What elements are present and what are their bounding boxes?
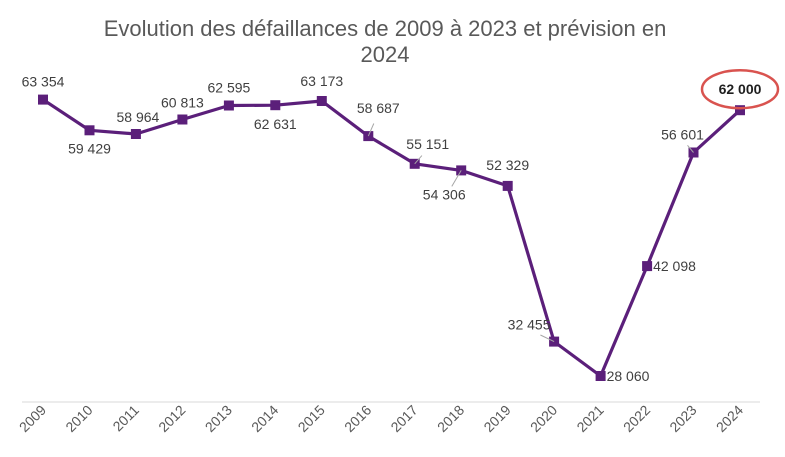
data-label-2020: 32 455 [508,317,551,333]
data-label-2011: 58 964 [116,109,159,125]
x-tick-2021: 2021 [573,402,606,435]
x-tick-2017: 2017 [387,402,420,435]
x-tick-2009: 2009 [16,402,49,435]
x-tick-2020: 2020 [527,402,560,435]
x-tick-2014: 2014 [248,402,281,435]
data-label-2009: 63 354 [22,74,65,90]
data-label-2018: 54 306 [423,186,466,202]
x-tick-2018: 2018 [434,402,467,435]
data-point-2011 [130,129,141,139]
data-point-2022 [642,261,653,272]
data-point-2024 [735,105,745,116]
data-point-2015 [316,96,327,106]
data-point-2012 [177,114,188,125]
data-label-2016: 58 687 [357,100,400,116]
data-label-2010: 59 429 [68,140,111,156]
data-point-2010 [84,125,95,136]
data-label-2021: 28 060 [607,368,650,384]
x-tick-2011: 2011 [109,402,142,435]
series-line [42,98,742,378]
highlight-circle [700,68,780,110]
leader-line-2018 [451,170,462,187]
data-label-2014: 62 631 [254,116,297,132]
data-point-2014 [270,100,281,111]
leader-line-2023 [687,144,694,153]
leader-line-2016 [367,123,375,137]
data-label-2017: 55 151 [406,136,449,152]
x-tick-2015: 2015 [295,402,328,435]
chart-title-line-2: 2024 [361,42,410,67]
leader-line-2017 [414,155,423,165]
data-label-2022: 42 098 [653,258,696,274]
data-label-2012: 60 813 [161,95,204,111]
x-tick-2023: 2023 [666,402,699,435]
data-point-2021 [595,371,606,381]
chart-title-line-1: Evolution des défaillances de 2009 à 202… [104,16,667,41]
x-tick-2024: 2024 [713,402,746,435]
data-label-2015: 63 173 [300,73,343,89]
x-tick-2013: 2013 [202,402,235,435]
x-tick-2019: 2019 [480,402,513,435]
x-tick-2010: 2010 [62,402,95,435]
leader-line-2020 [540,334,555,343]
data-label-2013: 62 595 [207,80,250,96]
data-point-2009 [38,94,48,105]
plot-area: 63 354 2009 59 429 2010 58 964 2011 60 813 2012… [16,68,780,435]
x-tick-2016: 2016 [341,402,374,435]
data-point-2013 [223,100,234,111]
data-label-2024: 62 000 [719,81,762,97]
data-label-2023: 56 601 [661,127,704,143]
data-point-2019 [502,180,513,191]
data-label-2019: 52 329 [486,157,529,173]
x-tick-2022: 2022 [620,402,653,435]
x-tick-2012: 2012 [155,402,188,435]
